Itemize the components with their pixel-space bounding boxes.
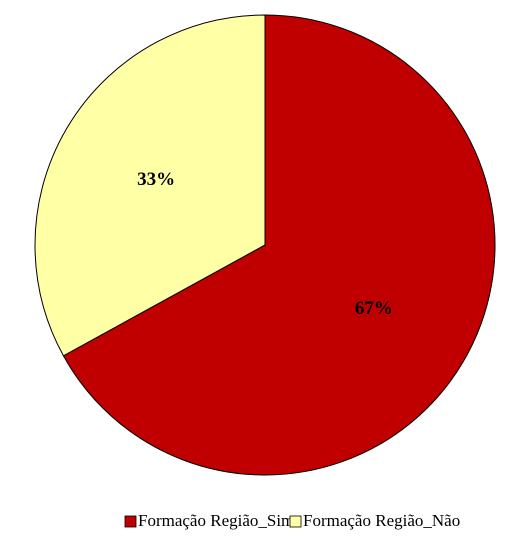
value-label: 67% [355,298,393,319]
value-label: 33% [137,169,175,190]
legend-swatch [124,515,137,528]
legend-label: Formação Região_Sim [138,511,294,530]
pie-slice [62,14,496,476]
legend-swatch [289,515,302,528]
legend-label: Formação Região_Não [303,511,460,530]
pie-slice [34,14,266,357]
